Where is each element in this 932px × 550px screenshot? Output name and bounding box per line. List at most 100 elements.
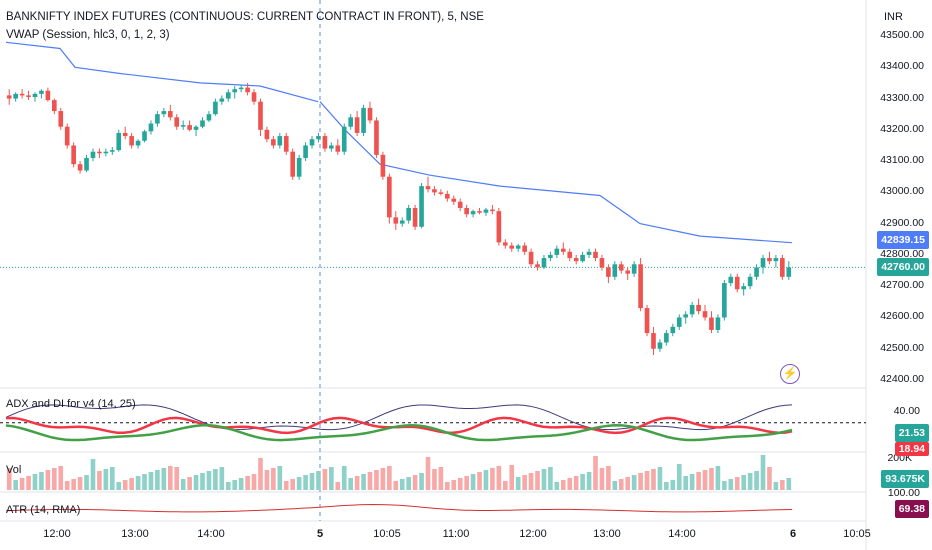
volume-bar [651, 469, 656, 490]
di-minus-tag: 18.94 [894, 442, 929, 456]
candle-body [554, 248, 560, 255]
candle-body [747, 276, 753, 287]
candle-body [490, 209, 495, 212]
candle-body [193, 126, 199, 130]
candle-body [509, 245, 515, 249]
candle-body [348, 117, 353, 127]
candle-body [283, 136, 289, 152]
candle-body [425, 186, 431, 190]
atr-indicator-label[interactable]: ATR (14, RMA) [6, 504, 81, 516]
candle-body [528, 251, 534, 265]
volume-bar [64, 481, 70, 490]
volume-bar [741, 475, 746, 490]
candle-body [599, 258, 605, 268]
candle-body [548, 254, 553, 259]
candle-body [238, 87, 244, 90]
candle-body [271, 139, 276, 146]
volume-bar [341, 466, 347, 490]
candle-body [445, 193, 450, 199]
time-axis-label: 13:00 [593, 528, 621, 540]
volume-bar [567, 478, 573, 490]
volume-bar [103, 469, 109, 490]
candle-body [19, 93, 25, 96]
volume-bar [335, 482, 341, 490]
candle-body [419, 186, 424, 227]
candle-body [322, 136, 328, 149]
volume-bar [200, 473, 205, 490]
candle-body [200, 120, 205, 127]
candle-body [754, 267, 759, 277]
candle-body [309, 139, 315, 146]
volume-bar [786, 478, 792, 490]
volume-bar [644, 471, 650, 490]
volume-bar [438, 467, 444, 490]
volume-bar [734, 477, 740, 490]
candle-body [696, 304, 701, 312]
volume-bar [728, 479, 734, 490]
vwap-price-tag: 42839.15 [877, 231, 929, 249]
candle-body [767, 258, 772, 262]
candle-body [412, 208, 418, 227]
candle-body [709, 317, 714, 330]
candle-body [593, 251, 598, 259]
volume-bar [380, 468, 386, 490]
volume-bar [496, 466, 502, 490]
candle-body [341, 126, 347, 152]
candle-body [612, 264, 618, 277]
di-plus-line [5, 424, 793, 442]
volume-bar [155, 470, 160, 490]
time-axis-label: 12:00 [43, 528, 71, 540]
volume-bar [612, 481, 618, 490]
candle-body [361, 107, 366, 133]
candle-body [702, 311, 708, 318]
volume-bar [52, 468, 57, 490]
di-plus-tag: 21.53 [894, 424, 929, 442]
volume-bar [451, 480, 457, 490]
vwap-indicator-label[interactable]: VWAP (Session, hlc3, 0, 1, 2, 3) [6, 29, 170, 41]
candle-body [174, 117, 180, 127]
volume-bar [554, 482, 560, 490]
volume-bar [702, 470, 708, 490]
adx-indicator-label[interactable]: ADX and DI for v4 (14, 25) [6, 398, 136, 410]
volume-bar [580, 474, 585, 490]
candle-body [329, 145, 334, 149]
candle-body [664, 333, 669, 343]
candle-body [715, 317, 721, 330]
time-axis-label: 10:05 [373, 528, 401, 540]
symbol-title[interactable]: BANKNIFTY INDEX FUTURES (CONTINUOUS: CUR… [6, 11, 484, 23]
candle-body [225, 92, 231, 99]
volume-bar [767, 467, 772, 490]
candle-body [142, 131, 147, 141]
volume-bar [773, 482, 779, 490]
price-axis-label: 42700.00 [880, 279, 924, 292]
candle-body [780, 258, 785, 277]
volume-bar [238, 478, 244, 490]
time-axis-label: 11:00 [442, 528, 470, 540]
volume-bar [760, 455, 766, 490]
adx-axis-40: 40.00 [893, 405, 920, 417]
volume-bar [71, 479, 76, 490]
time-axis-label: 13:00 [121, 528, 149, 540]
volume-bar [109, 467, 115, 490]
candle-body [522, 245, 527, 252]
candle-body [638, 264, 643, 309]
volume-indicator-label[interactable]: Vol [6, 464, 22, 476]
candle-body [180, 125, 186, 127]
volume-bar [90, 459, 96, 490]
candle-body [586, 251, 592, 255]
volume-bar [161, 468, 167, 490]
lightning-icon[interactable]: ⚡ [780, 364, 800, 384]
volume-bar [32, 474, 38, 490]
candle-body [773, 258, 779, 262]
candle-body [470, 211, 476, 215]
volume-bar [19, 478, 25, 490]
price-axis-label: 42900.00 [880, 216, 924, 229]
volume-bar [445, 482, 450, 490]
candle-body [515, 245, 521, 249]
volume-bar [97, 471, 102, 490]
candle-body [580, 254, 585, 262]
volume-bar [432, 469, 437, 490]
candle-body [296, 157, 302, 177]
